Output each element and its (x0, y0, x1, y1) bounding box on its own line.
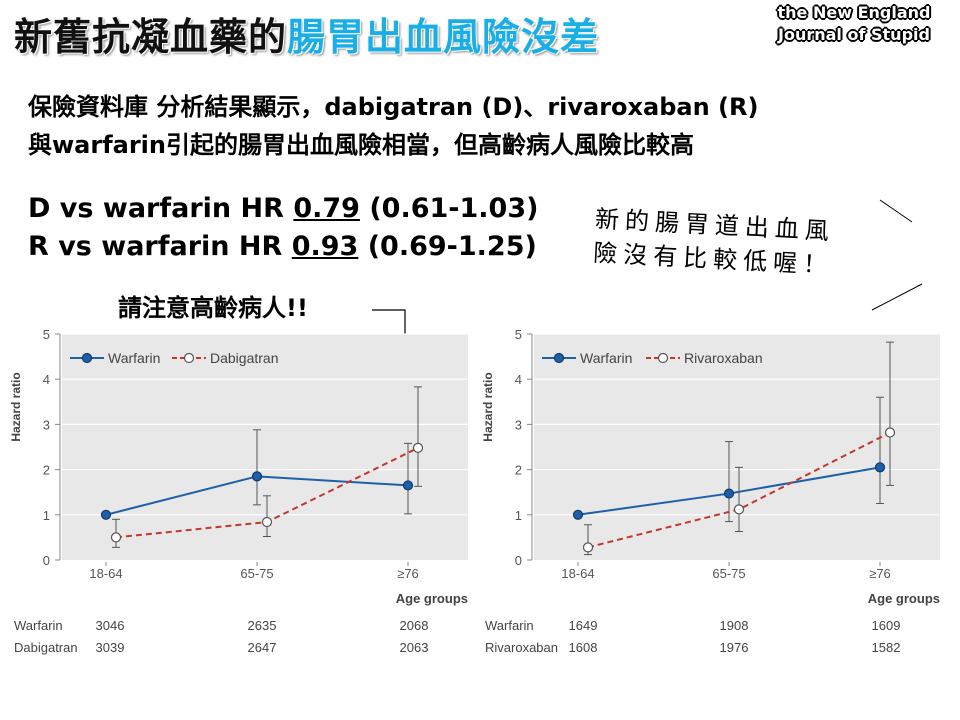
logo-line-2: Journal of Stupid (778, 25, 930, 44)
table-row-label: Warfarin (485, 618, 534, 633)
table-cell: 2647 (247, 640, 277, 655)
table-cell: 1976 (719, 640, 749, 655)
chart-panel-2: 0 1 2 3 4 5 Hazard ratio 18-64 65-75 ≥76 Age group… (481, 327, 940, 606)
hazard-ratio-block: D vs warfarin HR 0.79 (0.61-1.03) R vs w… (28, 190, 538, 266)
x-tick-label: ≥76 (869, 566, 891, 581)
table-cell: 1582 (871, 640, 901, 655)
summary-line-1: 保險資料庫 分析結果顯示，dabigatran (D)、rivaroxaban … (28, 93, 759, 121)
y-axis-label: Hazard ratio (481, 372, 495, 441)
y-tick-label: 2 (515, 463, 522, 478)
data-point (251, 471, 263, 482)
data-point (884, 427, 896, 438)
table-cell: 2068 (399, 618, 429, 633)
x-axis-label: Age groups (396, 591, 468, 606)
y-tick-label: 1 (515, 508, 522, 523)
y-axis-label: Hazard ratio (9, 372, 23, 441)
hr-value: 0.79 (293, 193, 360, 224)
table-cell: 1649 (568, 618, 598, 633)
y-tick-label: 1 (43, 508, 50, 523)
legend-label: Warfarin (580, 350, 632, 366)
y-tick-label: 3 (43, 417, 50, 432)
table-cell: 2635 (247, 618, 277, 633)
note-bubble-line-top (879, 199, 913, 223)
hr-prefix: D vs warfarin HR (28, 193, 294, 224)
data-point (110, 532, 122, 543)
summary-line-2: 與warfarin引起的腸胃出血風險相當，但高齡病人風險比較高 (28, 131, 694, 159)
data-point (572, 509, 584, 520)
logo-line-1: the New England (777, 3, 931, 22)
x-axis-label: Age groups (868, 591, 940, 606)
table-cell: 1908 (719, 618, 749, 633)
y-tick-label: 4 (43, 372, 50, 387)
table-row-label: Rivaroxaban (485, 640, 558, 655)
table-cell: 3046 (95, 618, 125, 633)
y-tick-label: 2 (43, 463, 50, 478)
y-tick-label: 0 (515, 553, 522, 568)
y-tick-label: 4 (515, 372, 522, 387)
legend-label: Dabigatran (210, 350, 279, 366)
data-point (582, 542, 594, 553)
table-cell: 1609 (871, 618, 901, 633)
legend-marker (183, 352, 195, 364)
table-cell: 1608 (568, 640, 598, 655)
data-point (402, 480, 414, 491)
slide-title: 新舊抗凝血藥的腸胃出血風險沒差 (14, 6, 599, 61)
x-tick-label: 65-75 (240, 566, 273, 581)
y-tick-label: 5 (43, 327, 50, 342)
y-tick-label: 5 (515, 327, 522, 342)
table-cell: 3039 (95, 640, 125, 655)
data-point (874, 462, 886, 473)
hr-prefix: R vs warfarin HR (28, 231, 292, 262)
y-tick-label: 0 (43, 553, 50, 568)
hr-value: 0.93 (291, 231, 359, 262)
table-cell: 2063 (399, 640, 429, 655)
x-tick-label: 18-64 (561, 566, 594, 581)
hr-ci: (0.69-1.25) (358, 231, 537, 262)
x-tick-label: ≥76 (397, 566, 419, 581)
data-point (261, 516, 273, 528)
legend-marker (657, 352, 669, 364)
legend-label: Warfarin (108, 350, 160, 366)
x-tick-label: 18-64 (89, 566, 122, 581)
data-point (100, 509, 112, 520)
legend-marker (553, 352, 565, 364)
x-tick-label: 65-75 (712, 566, 745, 581)
legend-marker (81, 352, 93, 364)
chart-panel-1: 0 1 2 3 4 5 Hazard ratio 18-64 65-75 ≥76 Age group… (9, 327, 468, 606)
table-row-label: Warfarin (14, 618, 63, 633)
note-bubble-line-bottom (871, 283, 923, 311)
summary-text: 保險資料庫 分析結果顯示，dabigatran (D)、rivaroxaban … (28, 88, 758, 164)
data-point (733, 504, 745, 515)
title-part-1: 新舊抗凝血藥的 (14, 15, 288, 59)
legend-label: Rivaroxaban (684, 350, 763, 366)
hr-line-dabigatran: D vs warfarin HR 0.79 (0.61-1.03) (28, 190, 538, 228)
title-part-2: 腸胃出血風險沒差 (287, 15, 600, 59)
hr-line-rivaroxaban: R vs warfarin HR 0.93 (0.69-1.25) (28, 228, 538, 266)
data-point (723, 488, 735, 499)
plot-background (534, 334, 940, 560)
table-row-label: Dabigatran (14, 640, 78, 655)
journal-logo: the New England Journal of Stupid (750, 2, 958, 46)
hr-ci: (0.61-1.03) (359, 193, 539, 224)
callout-text: 請注意高齡病人!! (118, 294, 308, 322)
data-point (412, 442, 424, 454)
y-tick-label: 3 (515, 417, 522, 432)
